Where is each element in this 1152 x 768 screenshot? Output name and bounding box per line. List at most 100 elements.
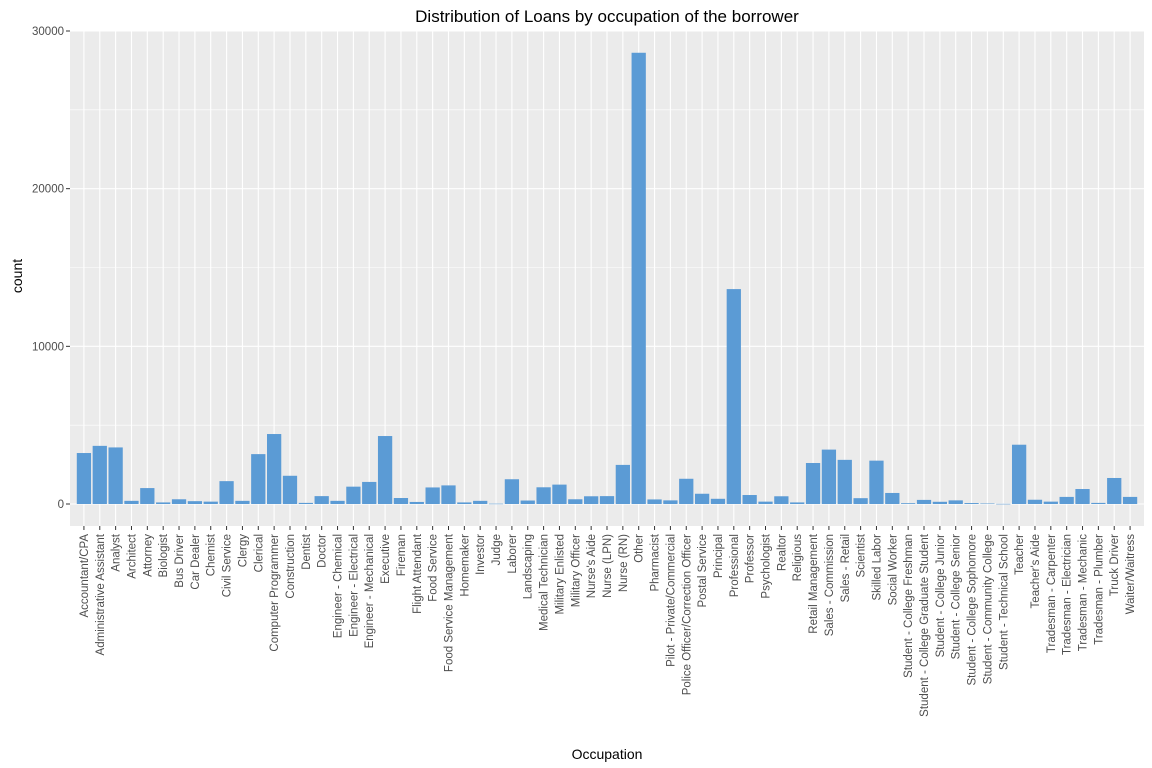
x-tick-label: Nurse (RN): [618, 534, 630, 592]
bar: [663, 500, 678, 504]
bar: [1122, 496, 1138, 504]
x-tick-label: Dentist: [301, 533, 313, 570]
bar: [679, 478, 694, 504]
bar: [504, 479, 520, 504]
bar: [488, 503, 504, 505]
x-tick-label: Engineer - Electrical: [348, 534, 360, 637]
bar: [1011, 444, 1027, 504]
x-tick-label: Retail Management: [808, 533, 820, 634]
x-tick-label: Teacher's Aide: [1030, 534, 1042, 608]
bar: [568, 499, 583, 504]
x-tick-label: Scientist: [856, 533, 868, 577]
x-tick-label: Food Service: [428, 534, 440, 602]
bar: [441, 485, 456, 504]
x-tick-label: Construction: [285, 534, 297, 599]
x-tick-label: Architect: [126, 533, 138, 579]
bar: [694, 493, 710, 504]
bar: [552, 484, 567, 504]
x-tick-label: Fireman: [396, 534, 408, 576]
major-gridlines: [70, 30, 1144, 526]
bar: [235, 500, 250, 504]
x-tick-label: Student - College Senior: [951, 534, 963, 659]
x-tick-label: Executive: [380, 534, 392, 584]
bar: [615, 464, 630, 504]
x-tick-label: Pharmacist: [650, 533, 662, 591]
bar: [76, 453, 92, 504]
x-tick-label: Judge: [491, 534, 503, 565]
bar: [1043, 501, 1058, 504]
x-tick-label: Student - College Junior: [935, 534, 947, 658]
x-tick-label: Tradesman - Carpenter: [1046, 534, 1058, 653]
bar: [314, 496, 329, 504]
x-tick-label: Investor: [475, 534, 487, 575]
x-tick-label: Engineer - Mechanical: [364, 534, 376, 648]
bar: [790, 502, 805, 504]
bar: [171, 499, 187, 504]
x-tick-label: Student - College Graduate Student: [919, 533, 931, 717]
x-tick-label: Analyst: [111, 533, 123, 572]
bar: [916, 499, 932, 504]
bar: [520, 500, 535, 504]
x-tick-label: Flight Attendant: [412, 533, 424, 614]
bar: [837, 459, 852, 504]
bar: [885, 492, 900, 504]
bar: [203, 501, 218, 504]
bar: [377, 436, 393, 504]
bar: [964, 503, 979, 504]
bar: [282, 475, 298, 504]
x-axis: Accountant/CPA Administrative Assistant An…: [79, 526, 1137, 717]
bar: [948, 500, 963, 504]
x-tick-label: Truck Driver: [1109, 534, 1121, 596]
x-tick-label: Laborer: [507, 534, 519, 574]
x-tick-label: Realtor: [776, 534, 788, 571]
bar: [409, 501, 424, 504]
bar: [187, 501, 203, 504]
x-tick-label: Postal Service: [697, 534, 709, 608]
x-tick-label: Clergy: [237, 534, 249, 567]
x-tick-label: Tradesman - Plumber: [1093, 534, 1105, 645]
bar: [631, 52, 646, 505]
x-tick-label: Pilot - Private/Commercial: [665, 534, 677, 667]
x-tick-label: Landscaping: [523, 534, 535, 599]
x-tick-label: Principal: [713, 534, 725, 578]
x-tick-label: Nurse (LPN): [602, 534, 614, 598]
x-tick-label: Professor: [745, 534, 757, 583]
bar: [124, 500, 139, 504]
x-tick-label: Nurse's Aide: [586, 534, 598, 598]
x-tick-label: Police Officer/Correction Officer: [681, 534, 693, 695]
bar: [774, 496, 789, 504]
x-tick-label: Food Service Management: [443, 533, 455, 672]
bar: [219, 481, 234, 504]
x-tick-label: Homemaker: [459, 534, 471, 597]
bar: [92, 445, 107, 504]
x-tick-label: Military Officer: [570, 534, 582, 607]
x-tick-label: Accountant/CPA: [79, 534, 91, 618]
x-tick-label: Professional: [729, 534, 741, 597]
bar: [647, 499, 662, 504]
x-tick-label: Civil Service: [222, 534, 234, 597]
x-tick-label: Student - Community College: [982, 534, 994, 684]
bar: [901, 503, 916, 504]
bar: [425, 487, 440, 504]
bar: [140, 488, 155, 504]
x-tick-label: Tradesman - Mechanic: [1078, 534, 1090, 651]
x-tick-label: Chemist: [206, 533, 218, 576]
bar: [584, 496, 599, 504]
x-tick-label: Computer Programmer: [269, 534, 281, 652]
bar: [330, 500, 345, 504]
x-axis-title: Occupation: [572, 746, 643, 762]
x-tick-label: Student - Technical School: [998, 534, 1010, 670]
x-tick-label: Biologist: [158, 533, 170, 577]
x-tick-label: Student - College Sophomore: [967, 534, 979, 686]
x-tick-label: Other: [634, 534, 646, 563]
bar: [742, 495, 757, 504]
bar: [821, 449, 837, 504]
y-axis-title: count: [9, 259, 25, 293]
x-tick-label: Skilled Labor: [871, 534, 883, 601]
bar: [1075, 489, 1090, 504]
x-tick-label: Student - College Freshman: [903, 534, 915, 678]
bar: [362, 481, 377, 504]
x-tick-label: Car Dealer: [190, 534, 202, 590]
x-tick-label: Clerical: [253, 534, 265, 572]
bar: [267, 434, 282, 504]
